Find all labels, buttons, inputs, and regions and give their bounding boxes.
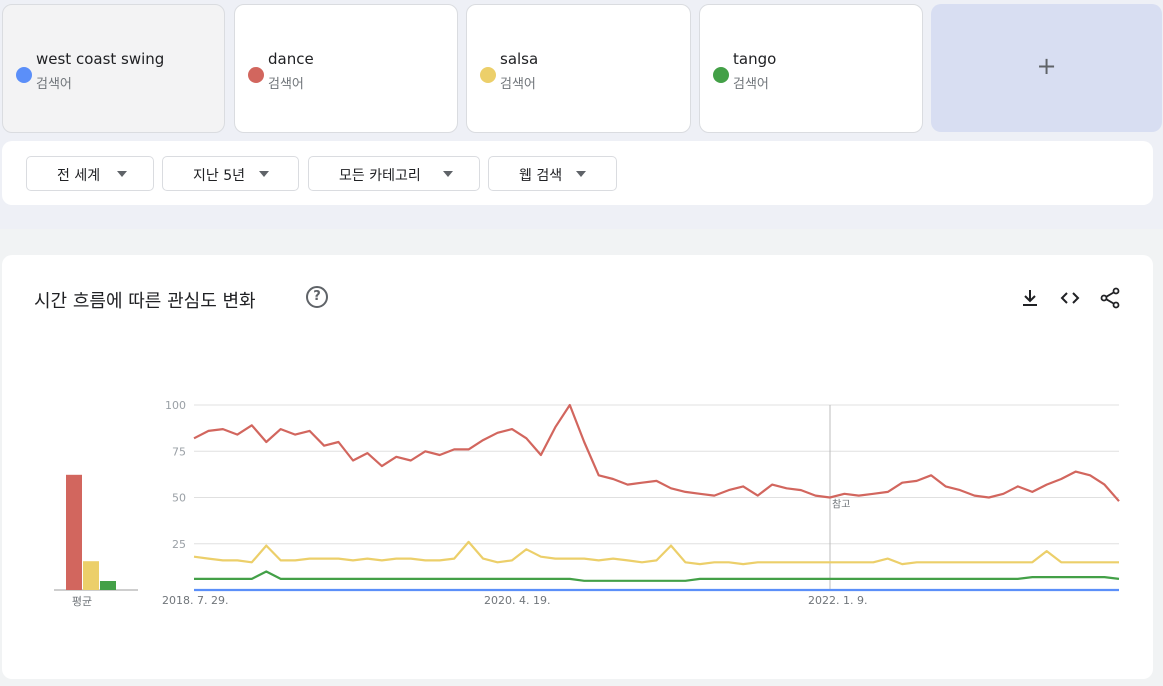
- help-icon[interactable]: ?: [306, 286, 328, 308]
- term-card-salsa[interactable]: salsa 검색어: [466, 4, 691, 133]
- y-tick-label: 75: [172, 445, 186, 458]
- share-icon[interactable]: [1098, 286, 1122, 310]
- term-label: tango: [733, 50, 777, 68]
- average-bar-tango: [100, 581, 116, 590]
- region-dropdown[interactable]: 전 세계: [26, 156, 154, 191]
- chevron-down-icon: [117, 171, 127, 177]
- category-label: 모든 카테고리: [339, 168, 421, 184]
- average-bars: [54, 474, 138, 591]
- y-tick-label: 25: [172, 538, 186, 551]
- series-line-salsa: [193, 540, 1119, 566]
- series-line-dance: [193, 403, 1120, 502]
- x-tick-label: 2018. 7. 29.: [162, 594, 228, 607]
- region-label: 전 세계: [57, 168, 101, 184]
- filter-bar: 전 세계 지난 5년 모든 카테고리 웹 검색: [2, 141, 1153, 205]
- search-type-label: 웹 검색: [519, 168, 563, 184]
- term-card-west-coast-swing[interactable]: west coast swing 검색어: [2, 4, 225, 133]
- average-bar-salsa: [83, 561, 99, 590]
- reference-marker-label: 참고: [832, 499, 850, 511]
- chevron-down-icon: [259, 171, 269, 177]
- series-color-dot: [713, 67, 729, 83]
- y-tick-label: 50: [172, 492, 186, 505]
- term-type: 검색어: [268, 77, 304, 92]
- category-dropdown[interactable]: 모든 카테고리: [308, 156, 480, 191]
- comparison-terms: west coast swing 검색어 dance 검색어 salsa 검색어…: [2, 4, 1162, 134]
- series-line-tango: [194, 570, 1120, 582]
- term-type: 검색어: [36, 77, 72, 92]
- term-label: dance: [268, 50, 314, 68]
- series-color-dot: [480, 67, 496, 83]
- search-type-dropdown[interactable]: 웹 검색: [488, 156, 617, 191]
- y-tick-label: 100: [165, 399, 186, 412]
- time-range-label: 지난 5년: [193, 168, 245, 184]
- term-type: 검색어: [733, 77, 769, 92]
- term-type: 검색어: [500, 77, 536, 92]
- chart-series: [193, 403, 1120, 592]
- term-card-dance[interactable]: dance 검색어: [234, 4, 458, 133]
- interest-chart: 25 50 75 100 2018. 7. 29. 2020. 4. 19. 2022. 1…: [54, 399, 1120, 608]
- term-label: west coast swing: [36, 50, 165, 68]
- interest-over-time-panel: 시간 흐름에 따른 관심도 변화 ? 25 50 75 100 2018. 7. 29.…: [2, 255, 1153, 679]
- download-icon[interactable]: [1018, 286, 1042, 310]
- average-bar-dance: [66, 474, 82, 590]
- panel-title: 시간 흐름에 따른 관심도 변화: [34, 291, 256, 312]
- embed-code-icon[interactable]: [1058, 286, 1082, 310]
- x-tick-label: 2020. 4. 19.: [484, 594, 550, 607]
- plus-icon: +: [1036, 52, 1057, 80]
- term-label: salsa: [500, 50, 539, 68]
- chevron-down-icon: [443, 171, 453, 177]
- chart-labels: 25 50 75 100 2018. 7. 29. 2020. 4. 19. 2022. 1…: [72, 399, 868, 608]
- average-label: 평균: [72, 595, 92, 608]
- series-color-dot: [248, 67, 264, 83]
- series-color-dot: [16, 67, 32, 83]
- chevron-down-icon: [576, 171, 586, 177]
- x-tick-label: 2022. 1. 9.: [808, 594, 867, 607]
- time-range-dropdown[interactable]: 지난 5년: [162, 156, 299, 191]
- term-card-tango[interactable]: tango 검색어: [699, 4, 923, 133]
- add-comparison-button[interactable]: +: [931, 4, 1162, 132]
